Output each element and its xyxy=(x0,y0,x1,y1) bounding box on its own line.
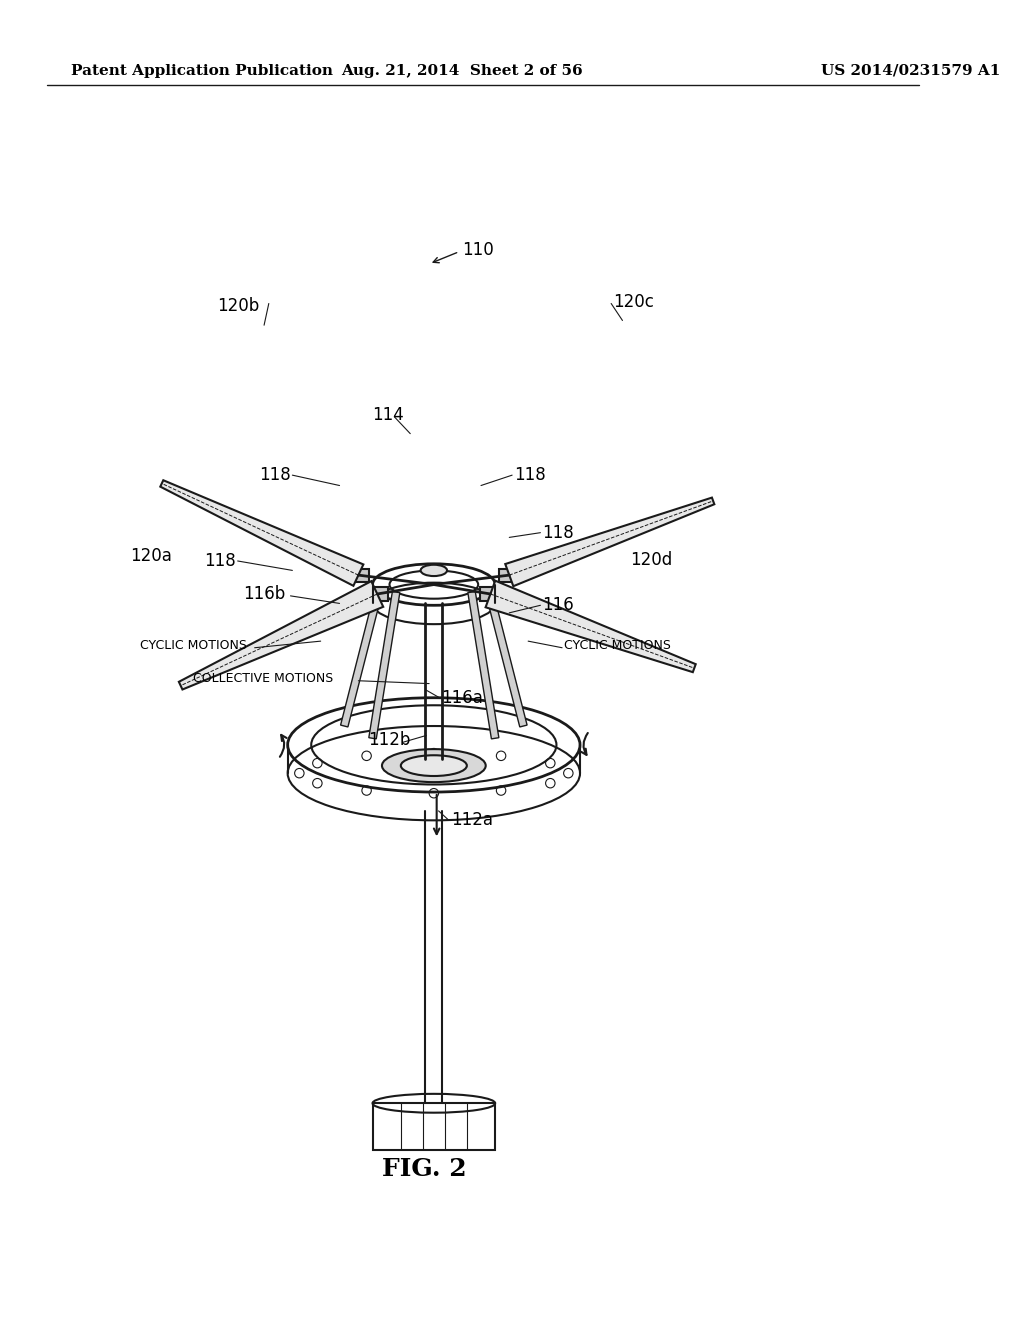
Polygon shape xyxy=(367,587,388,601)
Text: 112a: 112a xyxy=(451,812,493,829)
Ellipse shape xyxy=(400,755,467,776)
Text: US 2014/0231579 A1: US 2014/0231579 A1 xyxy=(820,63,999,78)
Text: COLLECTIVE MOTIONS: COLLECTIVE MOTIONS xyxy=(194,672,334,685)
Polygon shape xyxy=(369,591,399,739)
Polygon shape xyxy=(161,480,364,586)
Text: 112b: 112b xyxy=(368,731,411,750)
Text: 120c: 120c xyxy=(613,293,654,310)
Ellipse shape xyxy=(421,565,447,576)
Text: 116: 116 xyxy=(543,597,574,614)
Text: CYCLIC MOTIONS: CYCLIC MOTIONS xyxy=(564,639,671,652)
Polygon shape xyxy=(341,589,383,727)
Text: 120b: 120b xyxy=(217,297,259,315)
Text: Aug. 21, 2014  Sheet 2 of 56: Aug. 21, 2014 Sheet 2 of 56 xyxy=(341,63,583,78)
Polygon shape xyxy=(468,591,499,739)
Polygon shape xyxy=(485,589,527,727)
Text: 120a: 120a xyxy=(130,548,172,565)
Polygon shape xyxy=(505,498,715,586)
Polygon shape xyxy=(179,581,383,689)
Text: Patent Application Publication: Patent Application Publication xyxy=(71,63,333,78)
Text: CYCLIC MOTIONS: CYCLIC MOTIONS xyxy=(139,639,247,652)
Polygon shape xyxy=(499,569,519,582)
Text: 118: 118 xyxy=(259,466,291,484)
Text: 116a: 116a xyxy=(441,689,483,706)
Text: 110: 110 xyxy=(462,240,494,259)
Polygon shape xyxy=(348,569,369,582)
Polygon shape xyxy=(480,587,501,601)
Text: 114: 114 xyxy=(373,405,404,424)
Text: 118: 118 xyxy=(204,552,236,570)
Text: FIG. 2: FIG. 2 xyxy=(382,1158,467,1181)
Ellipse shape xyxy=(382,750,485,783)
Text: 118: 118 xyxy=(514,466,546,484)
Polygon shape xyxy=(485,581,695,672)
Text: 120d: 120d xyxy=(630,550,673,569)
Text: 116b: 116b xyxy=(244,585,286,603)
Text: 118: 118 xyxy=(543,524,574,541)
